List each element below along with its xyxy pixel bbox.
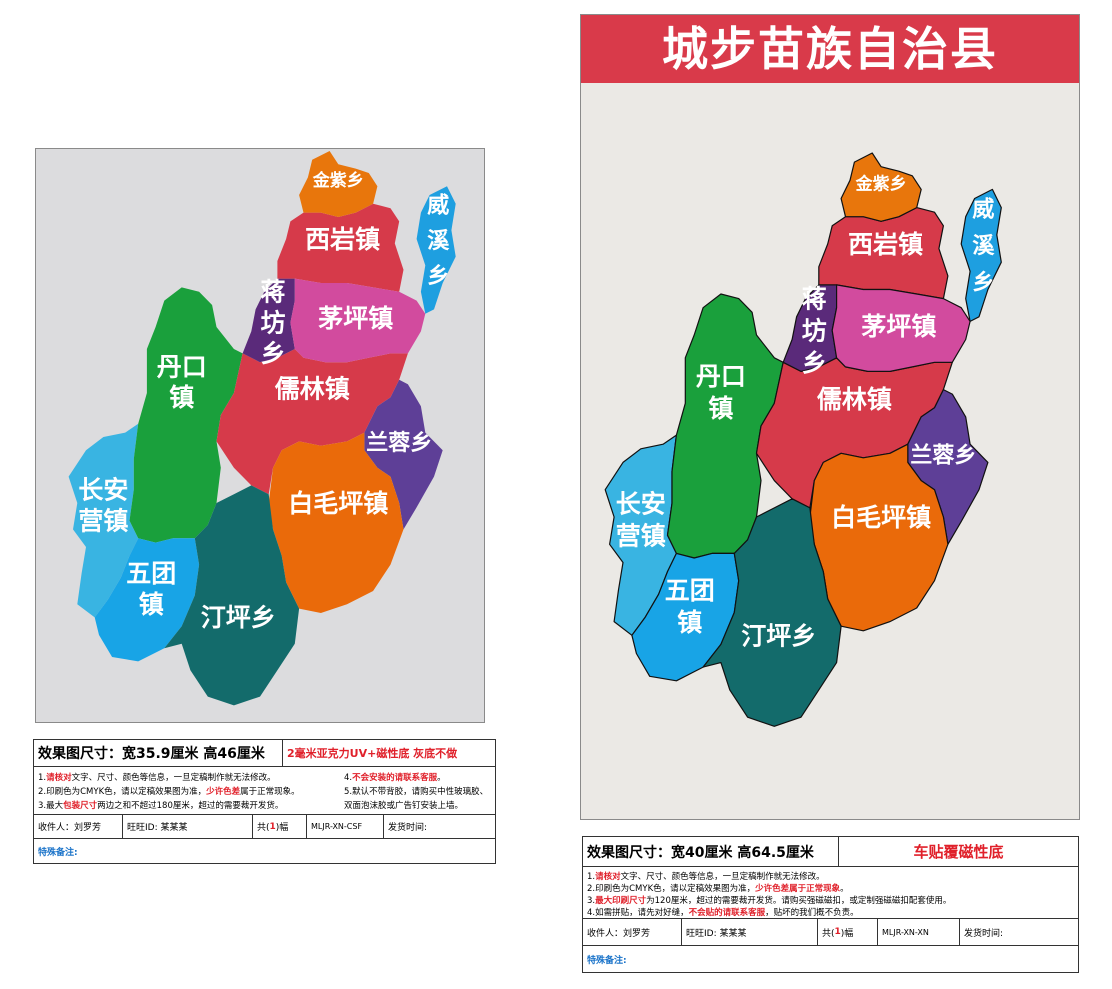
left-note-6: 双面泡沫胶或广告钉安装上墙。 xyxy=(344,801,464,811)
left-region-changan xyxy=(68,423,139,618)
right-label-jiangfang-2: 坊 xyxy=(802,317,827,346)
left-region-jiangfang xyxy=(242,278,295,363)
right-region-jinzi xyxy=(840,152,922,222)
right-map-panel: 城步苗族自治县 金紫乡 西岩镇威溪乡蒋坊乡茅坪镇 丹口镇儒林镇 兰蓉乡 长安 营镇 白毛坪镇… xyxy=(580,14,1080,820)
right-label-changan-1: 长安 xyxy=(616,489,666,518)
right-label-wutuan-1: 五团 xyxy=(665,576,715,605)
right-label-jiangfang-3: 乡 xyxy=(802,348,827,377)
left-label-weixi-1: 威 xyxy=(427,193,449,219)
right-note-1: 1.请核对文字、尺寸、颜色等信息，一旦定稿制作就无法修改。 xyxy=(587,872,825,882)
left-label-changan-1: 长安 xyxy=(78,476,128,505)
right-remark-row: 特殊备注: xyxy=(583,946,1078,972)
left-region-wutuan xyxy=(94,538,200,662)
right-material: 车贴覆磁性底 xyxy=(838,837,1078,866)
left-label-lanrong: 兰蓉乡 xyxy=(366,430,432,456)
left-label-jiangfang-2: 坊 xyxy=(260,308,285,337)
left-remark-row: 特殊备注: xyxy=(34,839,495,863)
left-label-wutuan-2: 镇 xyxy=(139,590,164,619)
right-label-jiangfang-1: 蒋 xyxy=(802,285,827,314)
right-label-dankou-1: 丹口 xyxy=(696,362,746,391)
left-note-3: 3.最大包装尺寸两边之和不超过180厘米，超过的需要裁开发货。 xyxy=(38,801,284,811)
right-region-wutuan xyxy=(631,552,740,682)
right-label-lanrong: 兰蓉乡 xyxy=(910,442,976,468)
right-code: MLJR-XN-XN xyxy=(877,919,959,945)
left-region-jinzi xyxy=(299,151,378,217)
left-region-maoping xyxy=(290,278,426,363)
right-ship-time: 发货时间: xyxy=(959,919,1078,945)
right-info-header: 效果图尺寸：宽40厘米 高64.5厘米 车贴覆磁性底 xyxy=(583,837,1078,867)
left-map-panel: 金紫乡 西岩镇威溪乡蒋坊乡茅坪镇 丹口镇儒林镇 兰蓉乡 长安 营镇 白毛坪镇 五团镇汀坪乡 xyxy=(35,148,485,723)
left-label-changan-2: 营镇 xyxy=(78,506,128,535)
right-label-rulin: 儒林镇 xyxy=(817,385,892,414)
map-title: 城步苗族自治县 xyxy=(581,15,1079,83)
left-note-1: 1.请核对文字、尺寸、颜色等信息，一旦定稿制作就无法修改。 xyxy=(38,773,276,783)
right-label-changan-2: 营镇 xyxy=(616,521,666,550)
left-label-tingping: 汀坪乡 xyxy=(201,603,276,632)
right-wangwang: 旺旺ID: 某某某 xyxy=(681,919,817,945)
right-info-box: 效果图尺寸：宽40厘米 高64.5厘米 车贴覆磁性底 1.请核对文字、尺寸、颜色… xyxy=(582,836,1079,973)
left-ship-time: 发货时间: xyxy=(383,815,495,838)
left-note-5: 5.默认不带背胶，请购买中性玻璃胶、 xyxy=(344,787,489,797)
right-label-weixi-3: 乡 xyxy=(972,271,994,296)
left-count: 共(1)幅 xyxy=(252,815,306,838)
left-label-dankou-2: 镇 xyxy=(169,383,194,412)
right-region-maoping xyxy=(831,284,971,372)
right-region-weixi xyxy=(960,188,1002,322)
left-region-rulin xyxy=(216,349,408,495)
right-label-weixi-2: 溪 xyxy=(972,234,995,259)
left-order-row: 收件人：刘罗芳 旺旺ID: 某某某 共(1)幅 MLJR-XN-CSF 发货时间… xyxy=(34,815,495,839)
right-region-tingping xyxy=(702,498,842,727)
right-label-wutuan-2: 镇 xyxy=(677,608,702,637)
left-region-dankou xyxy=(129,287,243,543)
left-info-box: 效果图尺寸：宽35.9厘米 高46厘米 2毫米亚克力UV+磁性底 灰底不做 1.… xyxy=(33,739,496,864)
left-receiver: 收件人：刘罗芳 xyxy=(38,823,102,833)
right-note-3: 3.最大印刷尺寸为120厘米，超过的需要裁开发货。请购买强磁磁扣，或定制强磁磁扣… xyxy=(587,896,952,906)
left-remark: 特殊备注: xyxy=(38,847,78,858)
left-label-jiangfang-1: 蒋 xyxy=(260,278,285,307)
right-notes: 1.请核对文字、尺寸、颜色等信息，一旦定稿制作就无法修改。 2.印刷色为CMYK… xyxy=(583,867,1078,919)
left-note-4: 4.不会安装的请联系客服。 xyxy=(344,773,446,783)
left-info-header: 效果图尺寸：宽35.9厘米 高46厘米 2毫米亚克力UV+磁性底 灰底不做 xyxy=(34,740,495,767)
left-label-baimaoping: 白毛坪镇 xyxy=(288,489,388,518)
right-order-row: 收件人：刘罗芳 旺旺ID: 某某某 共(1)幅 MLJR-XN-XN 发货时间: xyxy=(583,919,1078,946)
right-label-baimaoping: 白毛坪镇 xyxy=(831,503,931,532)
left-region-weixi xyxy=(416,186,456,314)
right-label-xiyan: 西岩镇 xyxy=(848,230,923,259)
left-wangwang: 旺旺ID: 某某某 xyxy=(122,815,252,838)
right-label-tingping: 汀坪乡 xyxy=(741,621,816,650)
right-receiver: 收件人：刘罗芳 xyxy=(587,928,651,939)
right-remark: 特殊备注: xyxy=(587,955,627,966)
right-note-2: 2.印刷色为CMYK色，请以定稿效果图为准，少许色差属于正常现象。 xyxy=(587,884,849,894)
left-region-baimaoping xyxy=(268,432,404,613)
right-note-4: 4.如需拼贴，请先对好缝，不会贴的请联系客服，贴坏的我们概不负责。 xyxy=(587,908,859,918)
left-material: 2毫米亚克力UV+磁性底 灰底不做 xyxy=(282,740,495,766)
left-region-tingping xyxy=(164,485,300,706)
left-code: MLJR-XN-CSF xyxy=(306,815,383,838)
left-label-rulin: 儒林镇 xyxy=(275,374,350,403)
right-label-jinzi: 金紫乡 xyxy=(855,173,907,194)
left-note-2: 2.印刷色为CMYK色，请以定稿效果图为准，少许色差属于正常现象。 xyxy=(38,787,300,797)
left-label-xiyan: 西岩镇 xyxy=(305,225,380,254)
left-label-weixi-3: 乡 xyxy=(427,264,449,289)
left-region-lanrong xyxy=(364,379,443,530)
left-label-wutuan-1: 五团 xyxy=(126,559,176,588)
right-label-dankou-2: 镇 xyxy=(708,394,733,423)
left-region-xiyan xyxy=(277,203,404,292)
right-dimension: 效果图尺寸：宽40厘米 高64.5厘米 xyxy=(587,844,814,861)
left-label-weixi-2: 溪 xyxy=(427,229,450,254)
left-dimension: 效果图尺寸：宽35.9厘米 高46厘米 xyxy=(38,746,265,762)
left-label-maoping: 茅坪镇 xyxy=(318,304,393,333)
left-notes: 1.请核对文字、尺寸、颜色等信息，一旦定稿制作就无法修改。 2.印刷色为CMYK… xyxy=(34,767,495,815)
left-label-jiangfang-3: 乡 xyxy=(260,339,285,368)
right-label-maoping: 茅坪镇 xyxy=(861,312,936,341)
right-label-weixi-1: 威 xyxy=(972,197,994,223)
left-label-jinzi: 金紫乡 xyxy=(312,170,364,191)
left-label-dankou-1: 丹口 xyxy=(157,352,207,381)
right-count: 共(1)幅 xyxy=(817,919,877,945)
